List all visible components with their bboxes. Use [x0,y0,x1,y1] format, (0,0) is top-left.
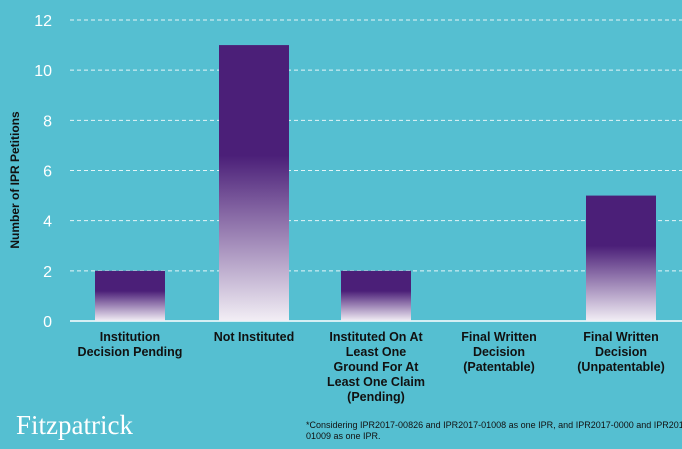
bars [95,45,656,321]
y-tick-label: 4 [43,214,52,231]
y-tick-label: 8 [43,113,52,130]
x-tick-label: Instituted On At Least One Ground For At… [327,330,425,404]
bar [586,195,656,321]
x-tick-label: Final Written Decision (Patentable) [461,330,537,374]
x-tick-label: Final Written Decision (Unpatentable) [577,330,665,374]
y-tick-label: 2 [43,264,52,281]
bar [341,270,411,321]
y-tick-label: 6 [43,164,52,181]
y-tick-label: 0 [43,314,52,331]
y-tick-label: 10 [34,63,52,80]
x-tick-label: Institution Decision Pending [77,330,183,359]
footnote: *Considering IPR2017-00826 and IPR2017-0… [306,420,682,441]
fitzpatrick-logo: Fitzpatrick [16,410,133,440]
bar [95,270,165,321]
bar [219,45,289,321]
y-tick-label: 12 [34,13,52,30]
y-tick-labels: 0 2 4 6 8 10 12 [34,13,52,331]
x-tick-label: Not Instituted [213,330,295,344]
